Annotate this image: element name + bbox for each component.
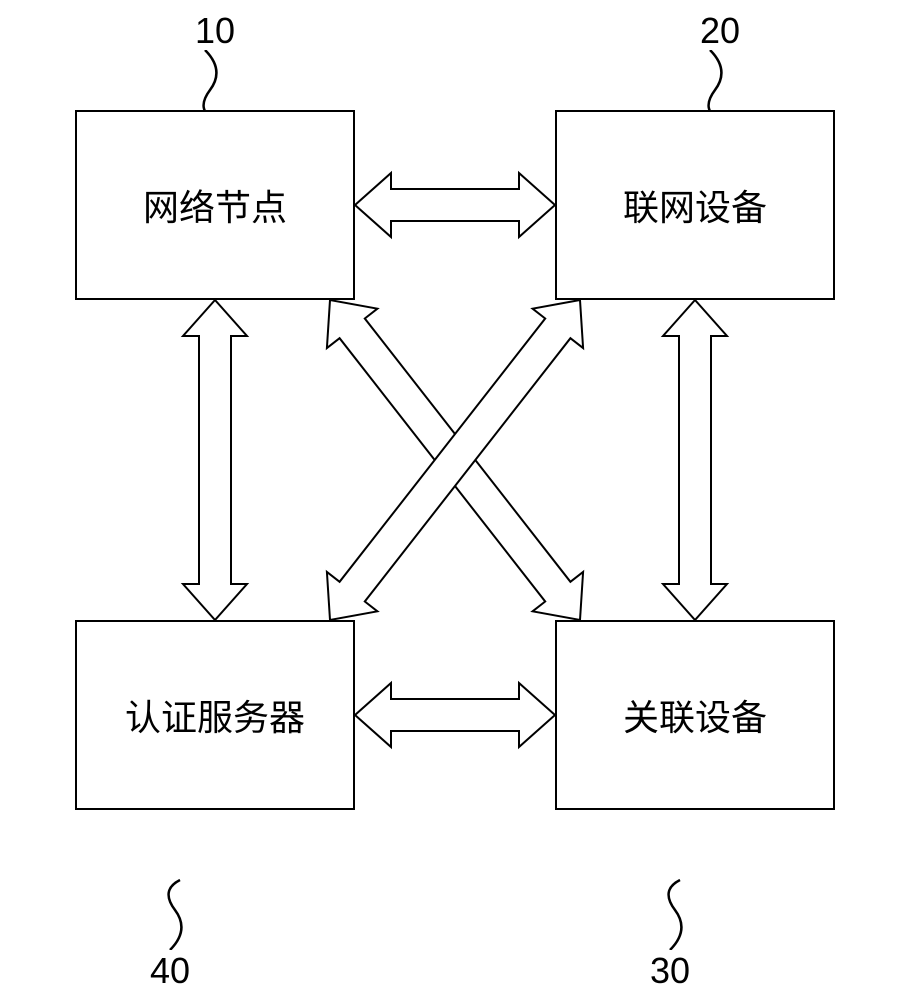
node-label: 认证服务器	[125, 689, 305, 741]
squiggle-40	[160, 870, 220, 950]
node-label: 网络节点	[143, 179, 287, 231]
node-network-node: 网络节点	[75, 110, 355, 300]
arrow-left	[183, 300, 247, 620]
node-auth-server: 认证服务器	[75, 620, 355, 810]
node-label: 联网设备	[623, 179, 767, 231]
node-networked-device: 联网设备	[555, 110, 835, 300]
ref-label-10: 10	[195, 10, 235, 52]
node-label: 关联设备	[623, 689, 767, 741]
node-associated-device: 关联设备	[555, 620, 835, 810]
ref-label-30: 30	[650, 950, 690, 992]
arrow-right	[663, 300, 727, 620]
ref-label-40: 40	[150, 950, 190, 992]
arrow-diag-tl-br	[327, 300, 583, 620]
ref-label-20: 20	[700, 10, 740, 52]
arrow-diag-tr-bl	[327, 300, 583, 620]
arrow-bottom	[355, 683, 555, 747]
arrow-top	[355, 173, 555, 237]
diagram-container: 10 20 40 30 网络节点 联网设备 认证服务器 关联设备	[0, 0, 906, 1000]
squiggle-30	[660, 870, 720, 950]
